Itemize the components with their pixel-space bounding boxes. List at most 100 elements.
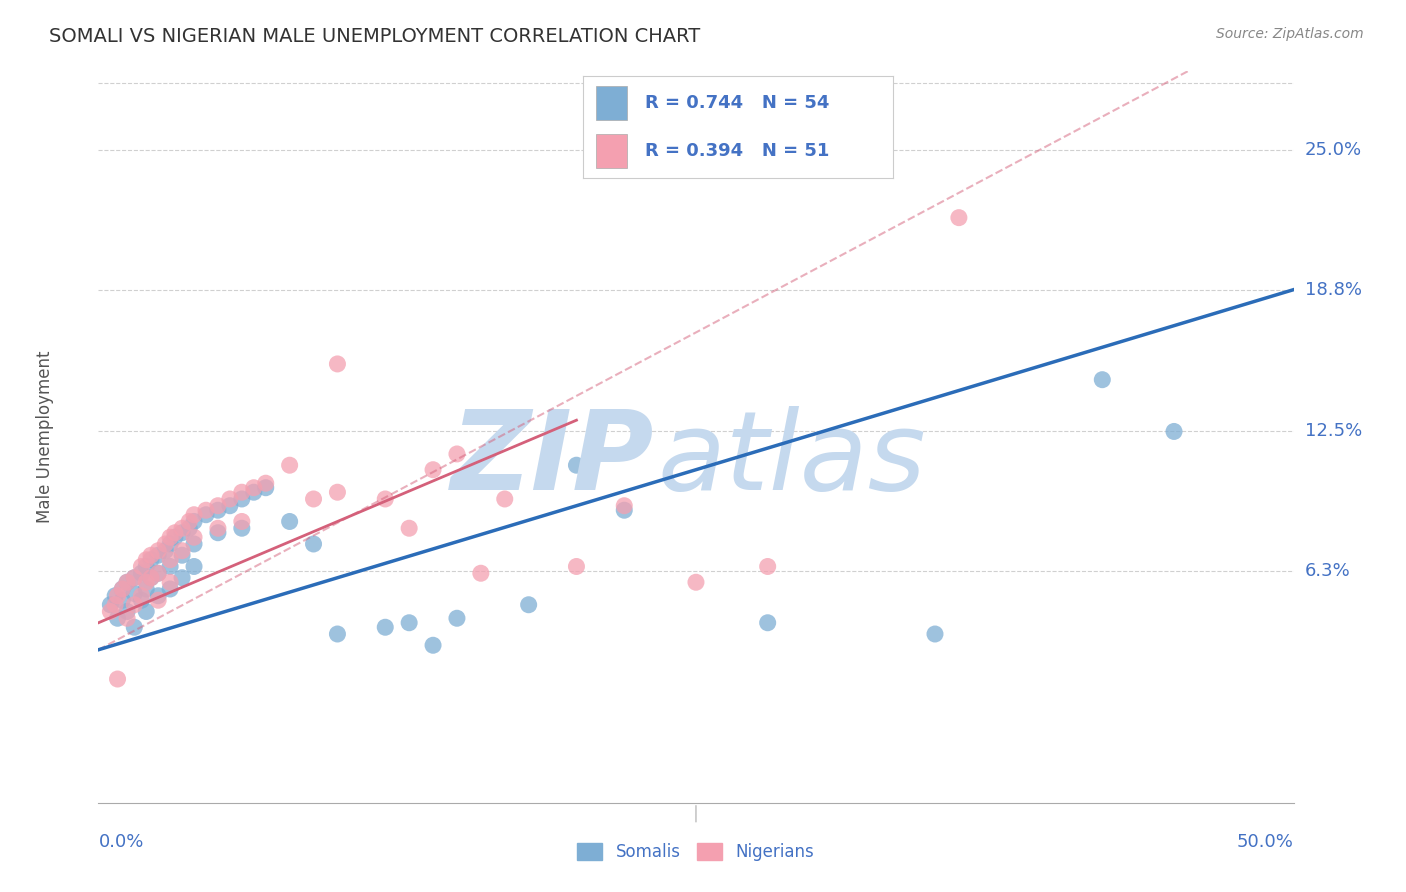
Point bbox=[565, 458, 588, 473]
Point bbox=[135, 575, 157, 590]
Point bbox=[115, 575, 138, 590]
Point bbox=[148, 548, 170, 562]
Point bbox=[302, 491, 325, 506]
Text: ZIP: ZIP bbox=[451, 406, 654, 513]
Point bbox=[924, 627, 946, 641]
Point bbox=[148, 566, 170, 581]
Point bbox=[613, 503, 636, 517]
Point bbox=[326, 357, 349, 371]
Point bbox=[172, 543, 194, 558]
Point bbox=[139, 571, 162, 585]
Point bbox=[446, 447, 468, 461]
Point bbox=[398, 615, 420, 630]
Point bbox=[124, 586, 146, 600]
Text: 50.0%: 50.0% bbox=[1237, 833, 1294, 851]
Point bbox=[131, 559, 153, 574]
Point bbox=[231, 521, 253, 535]
Point bbox=[326, 627, 349, 641]
Point bbox=[446, 611, 468, 625]
Point bbox=[124, 571, 146, 585]
Point bbox=[104, 589, 127, 603]
Point bbox=[135, 582, 157, 596]
Point bbox=[159, 530, 181, 544]
Text: R = 0.394   N = 51: R = 0.394 N = 51 bbox=[645, 142, 830, 161]
Point bbox=[131, 589, 153, 603]
Point bbox=[231, 491, 253, 506]
Legend: Somalis, Nigerians: Somalis, Nigerians bbox=[571, 836, 821, 868]
Bar bbox=[596, 135, 627, 168]
Point bbox=[374, 620, 396, 634]
Point bbox=[231, 515, 253, 529]
Point bbox=[756, 615, 779, 630]
Point bbox=[172, 521, 194, 535]
Point bbox=[172, 548, 194, 562]
Point bbox=[613, 499, 636, 513]
Point bbox=[195, 503, 218, 517]
Text: 6.3%: 6.3% bbox=[1305, 562, 1350, 580]
Point bbox=[107, 611, 129, 625]
Point bbox=[111, 593, 134, 607]
Point bbox=[278, 458, 301, 473]
Point bbox=[756, 559, 779, 574]
Point bbox=[124, 571, 146, 585]
Point bbox=[124, 598, 146, 612]
Bar bbox=[596, 87, 627, 120]
Point bbox=[685, 575, 707, 590]
Point bbox=[374, 491, 396, 506]
Point bbox=[254, 476, 277, 491]
Point bbox=[207, 521, 229, 535]
Point bbox=[139, 553, 162, 567]
Point bbox=[470, 566, 492, 581]
Point bbox=[231, 485, 253, 500]
Text: Male Unemployment: Male Unemployment bbox=[35, 351, 53, 524]
Point bbox=[179, 515, 201, 529]
Point bbox=[207, 503, 229, 517]
Point bbox=[183, 515, 205, 529]
Point bbox=[172, 571, 194, 585]
Point bbox=[278, 515, 301, 529]
Point bbox=[115, 605, 138, 619]
Point bbox=[115, 611, 138, 625]
Point bbox=[207, 499, 229, 513]
Point bbox=[948, 211, 970, 225]
Point bbox=[219, 499, 242, 513]
Point bbox=[183, 537, 205, 551]
Point bbox=[195, 508, 218, 522]
Point bbox=[139, 571, 162, 585]
Point bbox=[163, 525, 186, 540]
Point bbox=[179, 521, 201, 535]
Point bbox=[183, 508, 205, 522]
Point bbox=[183, 530, 205, 544]
Point bbox=[155, 543, 177, 558]
Point bbox=[219, 491, 242, 506]
Point bbox=[1163, 425, 1185, 439]
Point bbox=[163, 530, 186, 544]
Point bbox=[243, 485, 266, 500]
Text: R = 0.744   N = 54: R = 0.744 N = 54 bbox=[645, 94, 830, 112]
Point bbox=[111, 582, 134, 596]
Point bbox=[494, 491, 516, 506]
Point bbox=[148, 566, 170, 581]
Point bbox=[183, 559, 205, 574]
Point bbox=[243, 481, 266, 495]
Text: 18.8%: 18.8% bbox=[1305, 281, 1361, 299]
Point bbox=[107, 589, 129, 603]
Point bbox=[107, 672, 129, 686]
Point bbox=[517, 598, 540, 612]
Point bbox=[254, 481, 277, 495]
Point bbox=[139, 548, 162, 562]
Text: 0.0%: 0.0% bbox=[98, 833, 143, 851]
Point bbox=[422, 463, 444, 477]
Text: SOMALI VS NIGERIAN MALE UNEMPLOYMENT CORRELATION CHART: SOMALI VS NIGERIAN MALE UNEMPLOYMENT COR… bbox=[49, 27, 700, 45]
Point bbox=[135, 605, 157, 619]
Point bbox=[159, 559, 181, 574]
Point bbox=[148, 543, 170, 558]
Point bbox=[159, 575, 181, 590]
Point bbox=[131, 593, 153, 607]
Point bbox=[159, 582, 181, 596]
Point bbox=[148, 589, 170, 603]
Text: 25.0%: 25.0% bbox=[1305, 141, 1362, 159]
Point bbox=[135, 553, 157, 567]
Point bbox=[104, 598, 127, 612]
Point bbox=[422, 638, 444, 652]
